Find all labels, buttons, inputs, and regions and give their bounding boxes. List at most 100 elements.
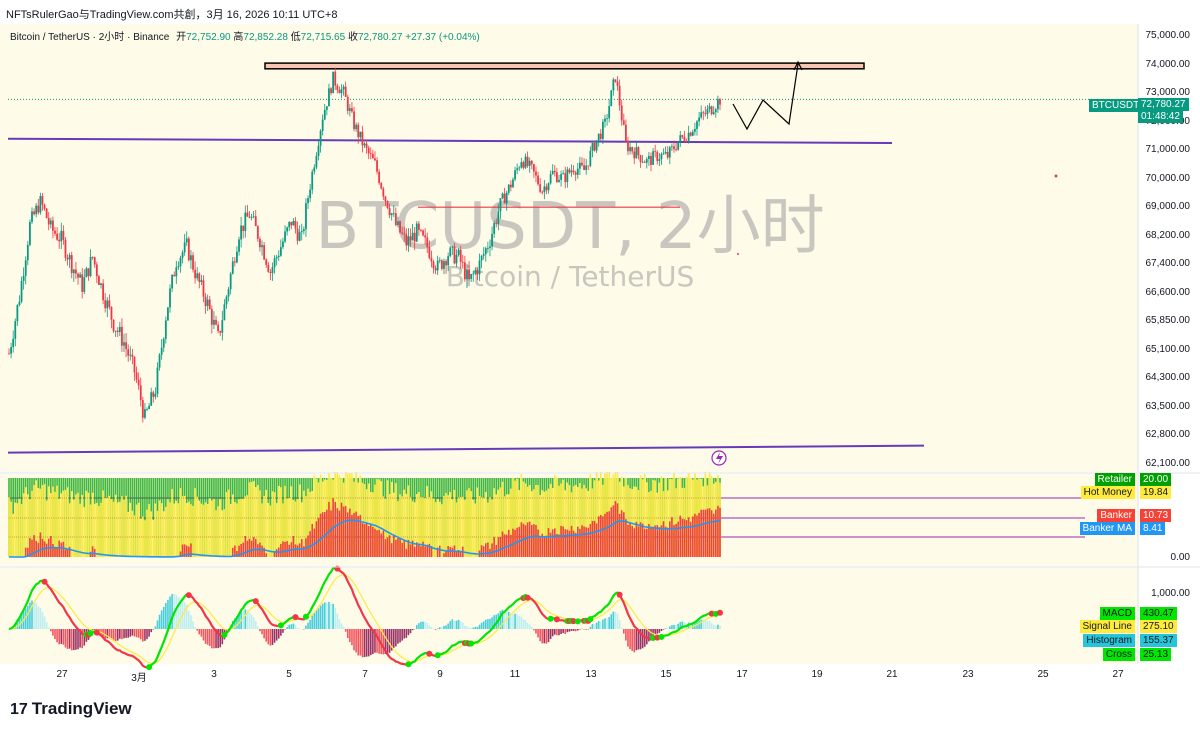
banker-bar (89, 551, 92, 557)
histogram-bar (41, 611, 44, 629)
histogram-bar (409, 629, 412, 634)
candle-body (514, 170, 516, 180)
histogram-bar (183, 602, 186, 629)
candle-body (328, 88, 330, 107)
hot-money-bar (22, 493, 25, 557)
histogram-bar (505, 612, 508, 629)
banker-bar (591, 520, 594, 557)
signal-line-value: 275.10 (1140, 620, 1177, 633)
tradingview-logo-icon: 17 (10, 701, 28, 718)
histogram-bar (604, 618, 606, 629)
histogram-bar (706, 620, 709, 629)
candle-body (700, 112, 703, 118)
candle-body (202, 280, 205, 297)
histogram-bar (259, 629, 261, 632)
banker-bar (493, 536, 495, 557)
time-tick-label: 21 (886, 669, 898, 680)
histogram-bar (188, 610, 190, 629)
candle-body (302, 229, 305, 231)
hot-money-bar (451, 499, 454, 557)
hot-money-bar (106, 497, 109, 557)
histogram-bar (215, 629, 217, 649)
candle-body (685, 140, 688, 142)
hot-money-bar (472, 499, 475, 557)
banker-bar (675, 523, 677, 557)
candle-body (26, 244, 29, 261)
hot-money-bar (666, 490, 669, 557)
time-tick-label: 9 (437, 669, 443, 680)
banker-bar (549, 532, 552, 557)
histogram-bar (20, 613, 23, 629)
hot-money-bar (162, 511, 165, 557)
hot-money-bar (70, 491, 73, 557)
candle-body (8, 353, 10, 355)
banker-bar (627, 524, 629, 557)
histogram-bar (380, 629, 383, 655)
histogram-bar (35, 602, 37, 629)
chart-header: NFTsRulerGao与TradingView.com共創，3月 16, 20… (0, 0, 1200, 24)
banker-bar (336, 508, 339, 557)
candle-body (154, 393, 157, 397)
price-tick-label: 74,000.00 (1145, 58, 1191, 70)
macd-pane[interactable] (0, 568, 1138, 664)
macd-line (336, 567, 409, 667)
signal-line-name: Signal Line (1079, 620, 1135, 633)
hot-money-bar (595, 472, 598, 557)
candle-body (187, 238, 190, 261)
candle-body (204, 296, 207, 307)
histogram-bar (487, 619, 489, 629)
histogram-bar (211, 629, 213, 649)
banker-bar (250, 540, 253, 557)
candle-body (428, 246, 431, 258)
watermark-subtitle: Bitcoin / TetherUS (446, 260, 695, 293)
tradingview-brand[interactable]: 17 TradingView (10, 699, 132, 719)
histogram-bar (351, 629, 353, 646)
histogram-bar (167, 599, 169, 629)
candle-body (305, 203, 307, 230)
histogram-bar (507, 611, 510, 629)
hot-money-bar (267, 502, 270, 557)
macd-line (661, 612, 712, 638)
banker-bar (353, 512, 355, 557)
histogram-bar (54, 629, 56, 640)
hot-money-bar (169, 502, 171, 557)
banker-bar (430, 546, 433, 557)
histogram-bar (415, 624, 418, 629)
macd-line (188, 594, 225, 638)
histogram-bar (530, 626, 533, 629)
price-tick-label: 73,000.00 (1145, 87, 1191, 99)
banker-bar (545, 535, 548, 557)
banker-bar (415, 542, 418, 557)
banker-bar (303, 546, 305, 557)
hot-money-bar (158, 500, 161, 557)
histogram-bar (330, 604, 332, 629)
candle-body (330, 88, 332, 94)
banker-bar (344, 506, 347, 557)
price-tick-label: 68,200.00 (1145, 229, 1191, 241)
hot-money-bar (240, 498, 242, 557)
hot-money-bar (54, 491, 56, 557)
banker-bar (66, 548, 69, 557)
banker-bar (424, 546, 426, 557)
lower-trendline (7, 444, 925, 454)
candle-body (658, 159, 661, 161)
watermark-title: BTCUSDT, 2小时 (315, 190, 824, 264)
banker-bar (696, 515, 698, 557)
histogram-bar (261, 629, 263, 635)
candle-body (313, 167, 316, 172)
candle-body (129, 354, 132, 356)
hot-money-bar (420, 497, 422, 557)
banker-bar (60, 542, 63, 557)
resistance-zone (264, 62, 865, 70)
candle-body (75, 269, 77, 274)
symbol-info-bar[interactable]: Bitcoin / TetherUS · 2小时 · Binance 开72,7… (10, 28, 480, 43)
candle-body (553, 170, 556, 173)
candle-body (307, 198, 309, 204)
candle-body (687, 132, 690, 142)
candle-body (434, 268, 437, 271)
hot-money-bar (577, 486, 579, 557)
hot-money-bar (395, 483, 397, 557)
candle-body (627, 140, 629, 152)
histogram-bar (175, 594, 178, 629)
